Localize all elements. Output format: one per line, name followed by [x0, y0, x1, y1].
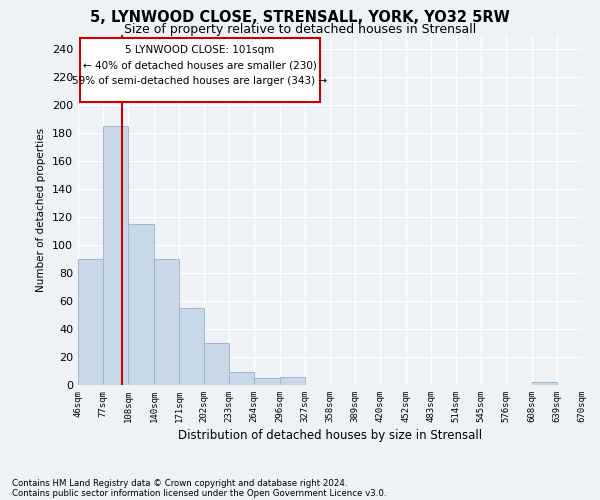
Y-axis label: Number of detached properties: Number of detached properties	[37, 128, 46, 292]
Bar	[204, 343, 229, 385]
Text: Contains HM Land Registry data © Crown copyright and database right 2024.: Contains HM Land Registry data © Crown c…	[12, 478, 347, 488]
Text: ← 40% of detached houses are smaller (230): ← 40% of detached houses are smaller (23…	[83, 60, 316, 70]
Text: 59% of semi-detached houses are larger (343) →: 59% of semi-detached houses are larger (…	[72, 76, 327, 86]
Bar	[532, 382, 557, 385]
Text: 5, LYNWOOD CLOSE, STRENSALL, YORK, YO32 5RW: 5, LYNWOOD CLOSE, STRENSALL, YORK, YO32 …	[90, 10, 510, 25]
Text: Contains public sector information licensed under the Open Government Licence v3: Contains public sector information licen…	[12, 488, 386, 498]
Bar	[229, 372, 254, 385]
Bar	[280, 376, 305, 385]
FancyBboxPatch shape	[80, 38, 320, 102]
Bar	[103, 126, 128, 385]
Bar	[128, 224, 154, 385]
Bar	[78, 259, 103, 385]
Text: Size of property relative to detached houses in Strensall: Size of property relative to detached ho…	[124, 22, 476, 36]
Text: 5 LYNWOOD CLOSE: 101sqm: 5 LYNWOOD CLOSE: 101sqm	[125, 45, 274, 55]
Bar	[154, 259, 179, 385]
Bar	[179, 308, 204, 385]
Bar	[254, 378, 280, 385]
X-axis label: Distribution of detached houses by size in Strensall: Distribution of detached houses by size …	[178, 429, 482, 442]
